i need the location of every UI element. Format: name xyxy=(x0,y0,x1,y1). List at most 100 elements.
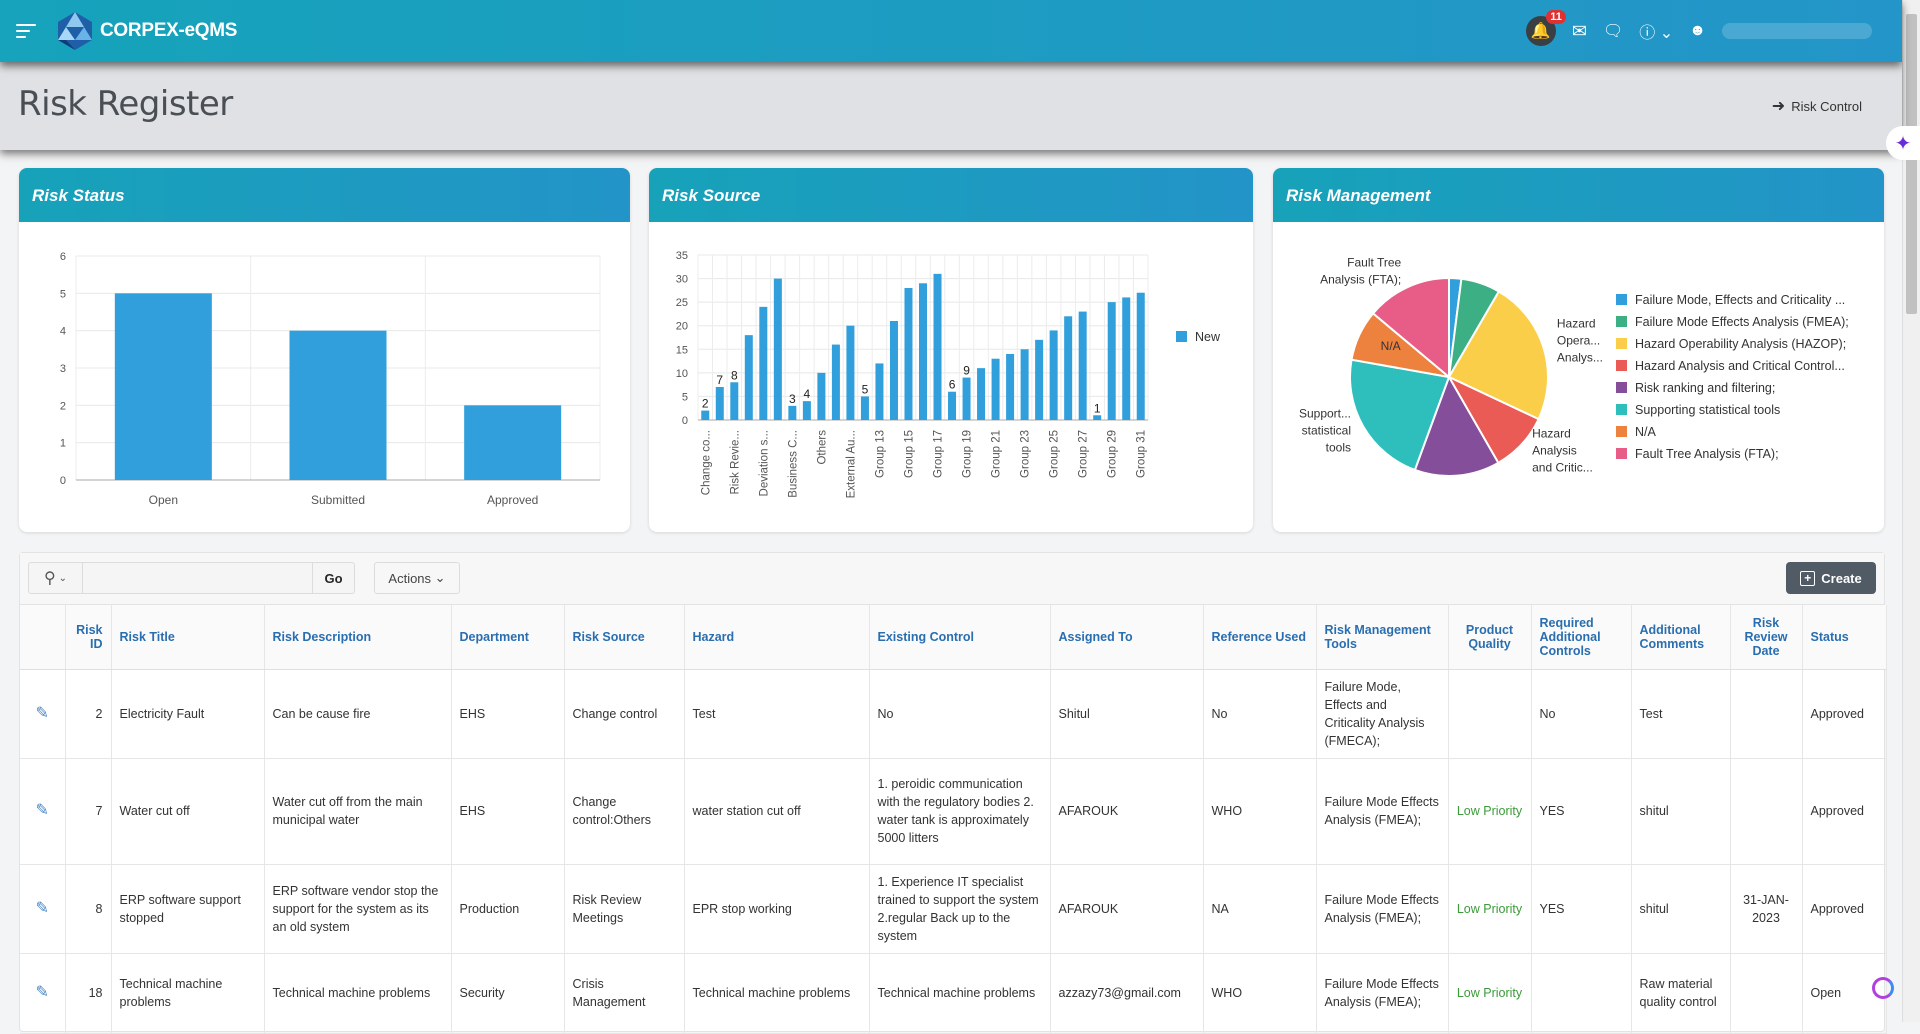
table-cell: Change control xyxy=(564,669,685,759)
table-cell: Low Priority xyxy=(1448,953,1532,1034)
table-cell: Electricity Fault xyxy=(111,669,265,759)
column-header[interactable]: Required Additional Controls xyxy=(1531,605,1632,670)
edit-row-button[interactable]: ✎ xyxy=(20,864,66,954)
column-header[interactable]: Reference Used xyxy=(1203,605,1317,670)
brand-name[interactable]: CORPEX-eQMS xyxy=(100,20,238,41)
page-scrollbar[interactable] xyxy=(1902,0,1920,1022)
y-tick-label: 4 xyxy=(60,326,66,338)
x-tick-label: Change co... xyxy=(700,430,712,495)
bar xyxy=(1136,292,1145,420)
table-cell: YES xyxy=(1531,758,1632,865)
ai-sparkle-button[interactable]: ✦ xyxy=(1886,126,1920,160)
data-label: 6 xyxy=(949,378,956,392)
bar xyxy=(1078,311,1087,420)
risk-control-link[interactable]: ➜ Risk Control xyxy=(1772,96,1862,116)
legend-swatch xyxy=(1616,294,1627,305)
go-button[interactable]: Go xyxy=(312,563,354,593)
column-header[interactable]: Existing Control xyxy=(869,605,1051,670)
y-tick-label: 5 xyxy=(60,288,66,300)
bar xyxy=(860,396,869,420)
x-tick-label: Group 25 xyxy=(1049,430,1061,478)
table-cell: No xyxy=(1531,669,1632,759)
help-menu-icon[interactable]: ⓘ ⌄ xyxy=(1639,25,1674,42)
bar xyxy=(846,325,855,420)
legend-swatch xyxy=(1616,382,1627,393)
x-tick-label: Group 13 xyxy=(874,430,886,478)
bar xyxy=(715,387,724,420)
y-tick-label: 2 xyxy=(60,400,66,412)
table-cell: Raw material quality control xyxy=(1631,953,1731,1034)
data-label: 2 xyxy=(702,397,709,411)
report-toolbar: ⚲ ⌄ Go Actions ⌄ + Create xyxy=(20,553,1884,605)
user-icon[interactable]: ☻ xyxy=(1689,22,1706,39)
bar xyxy=(817,372,826,420)
edit-row-button[interactable]: ✎ xyxy=(20,953,66,1034)
chat-icon[interactable]: 🗨 xyxy=(1602,23,1624,40)
table-cell: Approved xyxy=(1802,758,1887,865)
legend-label: Hazard Operability Analysis (HAZOP); xyxy=(1635,337,1846,351)
plus-square-icon: + xyxy=(1800,570,1816,586)
bar xyxy=(1035,339,1044,420)
table-cell: Approved xyxy=(1802,864,1887,954)
edit-row-button[interactable]: ✎ xyxy=(20,758,66,865)
search-input[interactable] xyxy=(83,563,312,593)
table-cell: Technical machine problems xyxy=(111,953,265,1034)
table-cell: WHO xyxy=(1203,758,1317,865)
column-header[interactable]: Assigned To xyxy=(1050,605,1204,670)
user-name-blurred[interactable] xyxy=(1722,23,1872,39)
column-header[interactable]: Department xyxy=(451,605,565,670)
column-header[interactable]: Risk Title xyxy=(111,605,265,670)
table-cell: Failure Mode, Effects and Criticality An… xyxy=(1316,669,1449,759)
table-cell: Test xyxy=(1631,669,1731,759)
bar xyxy=(1093,415,1102,420)
table-cell: Failure Mode Effects Analysis (FMEA); xyxy=(1316,758,1449,865)
column-header[interactable]: Risk ID xyxy=(65,605,112,670)
legend-label: Fault Tree Analysis (FTA); xyxy=(1635,447,1779,461)
risk-management-pie-chart: Failure Mode, Effects and Criticality ..… xyxy=(1299,256,1849,477)
x-tick-label: Others xyxy=(816,430,828,465)
search-column-selector[interactable]: ⚲ ⌄ xyxy=(29,563,83,593)
x-tick-label: Group 31 xyxy=(1136,430,1148,478)
mail-icon[interactable]: ✉ xyxy=(1571,20,1587,41)
column-header[interactable]: Additional Comments xyxy=(1631,605,1731,670)
bar xyxy=(759,306,768,420)
risk-table: Risk ID Risk Title Risk Description Departm… xyxy=(20,605,1887,1034)
column-header[interactable]: Risk Review Date xyxy=(1730,605,1803,670)
y-tick-label: 20 xyxy=(676,321,688,333)
column-header[interactable]: Hazard xyxy=(684,605,870,670)
notifications-button[interactable]: 🔔 11 xyxy=(1525,10,1566,46)
table-cell: Shitul xyxy=(1050,669,1204,759)
column-header[interactable]: Risk Management Tools xyxy=(1316,605,1449,670)
page-header: Risk Register ➜ Risk Control xyxy=(0,62,1902,150)
data-label: 8 xyxy=(731,368,738,382)
table-cell: Low Priority xyxy=(1448,864,1532,954)
logo-icon xyxy=(58,12,92,50)
table-cell: Failure Mode Effects Analysis (FMEA); xyxy=(1316,953,1449,1034)
table-cell xyxy=(1730,953,1803,1034)
column-header[interactable]: Risk Description xyxy=(264,605,452,670)
column-header[interactable]: Risk Source xyxy=(564,605,685,670)
column-header[interactable]: Product Quality xyxy=(1448,605,1532,670)
edit-icon: ✎ xyxy=(35,984,49,1001)
x-tick-label: Group 15 xyxy=(903,430,915,478)
risk-control-label: Risk Control xyxy=(1791,98,1862,114)
table-cell: WHO xyxy=(1203,953,1317,1034)
create-button[interactable]: + Create xyxy=(1786,562,1876,594)
bar xyxy=(889,321,898,420)
table-row: ✎ 8 ERP software support stopped ERP softwa… xyxy=(20,864,1887,954)
x-tick-label: Group 27 xyxy=(1078,430,1090,478)
edit-row-button[interactable]: ✎ xyxy=(20,669,66,759)
bar xyxy=(831,344,840,420)
legend-label: New xyxy=(1195,330,1221,344)
risk-status-card: Risk Status 0 1 2 3 4 5 6 Open Submitted Approved xyxy=(19,168,630,532)
bar xyxy=(933,273,942,420)
notification-badge: 11 xyxy=(1546,10,1566,24)
table-header-row: Risk ID Risk Title Risk Description Departm… xyxy=(20,605,1887,670)
assistant-bubble-icon[interactable] xyxy=(1872,977,1894,999)
actions-menu-button[interactable]: Actions ⌄ xyxy=(374,562,460,594)
column-header[interactable]: Status xyxy=(1802,605,1887,670)
legend-label: Failure Mode Effects Analysis (FMEA); xyxy=(1635,315,1849,329)
menu-toggle-icon[interactable] xyxy=(16,24,36,38)
search-bar: ⚲ ⌄ Go xyxy=(28,562,355,594)
